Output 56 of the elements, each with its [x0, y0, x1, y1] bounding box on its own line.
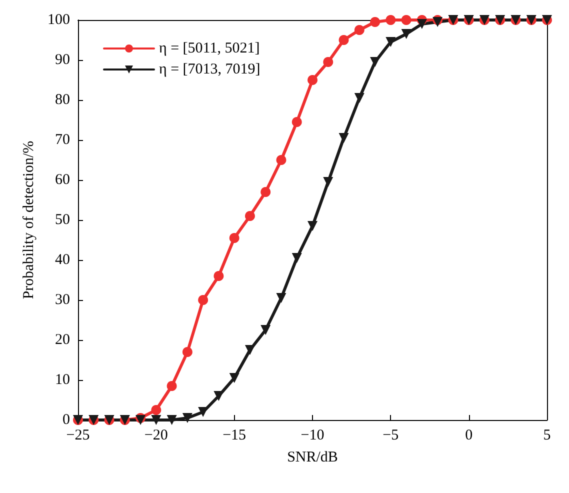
- point: [166, 415, 177, 425]
- legend-label: η = [5011, 5021]: [159, 40, 260, 56]
- y-tick-label: 60: [55, 172, 70, 188]
- y-tick-label: 70: [55, 132, 70, 148]
- point: [354, 93, 364, 103]
- point: [214, 271, 224, 281]
- point: [338, 133, 349, 143]
- point: [401, 15, 412, 25]
- point: [323, 57, 334, 67]
- point: [370, 57, 380, 67]
- legend-label: η = [7013, 7019]: [159, 62, 260, 78]
- x-tick-label: −25: [66, 428, 90, 444]
- y-tick-label: 0: [62, 412, 70, 428]
- x-tick-label: −20: [144, 428, 168, 444]
- x-axis-title: SNR/dB: [287, 450, 338, 466]
- point: [229, 373, 240, 383]
- y-tick-label: 40: [55, 252, 70, 268]
- point: [386, 15, 396, 25]
- point: [292, 117, 302, 127]
- y-axis-title: Probability of detection/%: [21, 140, 38, 300]
- point: [323, 177, 334, 187]
- x-tick-label: −10: [300, 428, 324, 444]
- point: [338, 35, 349, 45]
- point: [386, 37, 396, 47]
- point: [260, 187, 271, 197]
- point: [370, 17, 380, 27]
- point: [276, 155, 286, 165]
- point: [182, 347, 192, 357]
- y-tick-label: 30: [55, 292, 70, 308]
- point: [354, 25, 364, 35]
- point: [276, 293, 286, 303]
- y-tick-label: 80: [55, 92, 70, 108]
- point: [229, 233, 240, 243]
- point: [308, 75, 318, 85]
- x-tick-label: −15: [222, 428, 246, 444]
- point: [244, 211, 255, 221]
- point: [416, 19, 427, 29]
- point: [151, 415, 162, 425]
- y-tick-label: 20: [55, 332, 70, 348]
- x-tick-label: 5: [543, 428, 551, 444]
- point: [308, 221, 318, 231]
- point: [151, 405, 162, 415]
- x-tick-label: −5: [382, 428, 399, 444]
- y-tick-label: 50: [55, 212, 70, 228]
- point: [182, 413, 192, 423]
- point: [244, 345, 255, 355]
- point: [198, 295, 208, 305]
- point: [401, 29, 412, 39]
- point: [166, 381, 177, 391]
- point: [260, 325, 271, 335]
- point: [214, 391, 224, 401]
- point: [292, 253, 302, 263]
- y-tick-label: 10: [55, 372, 70, 388]
- x-tick-label: 0: [465, 428, 473, 444]
- y-tick-label: 90: [55, 52, 70, 68]
- y-tick-label: 100: [48, 12, 70, 28]
